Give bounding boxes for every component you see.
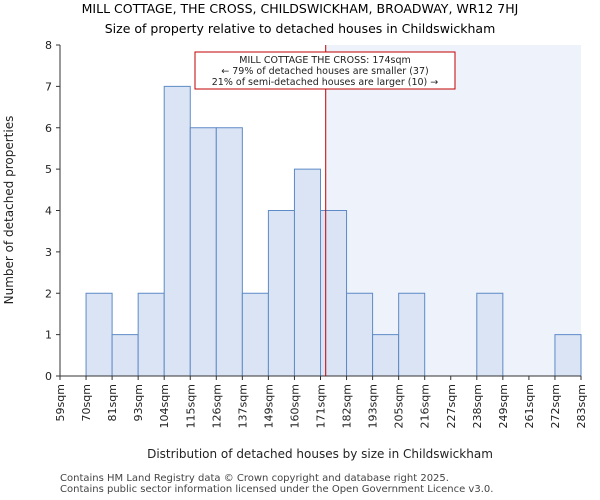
x-tick-label: 137sqm <box>236 384 249 428</box>
x-tick-label: 81sqm <box>106 384 119 421</box>
x-axis-label: Distribution of detached houses by size … <box>147 447 493 461</box>
y-tick-label: 0 <box>45 370 52 383</box>
bar-205sqm <box>398 292 426 377</box>
x-tick-label: 283sqm <box>575 384 588 428</box>
bar-81sqm <box>111 334 139 377</box>
y-tick-label: 3 <box>45 246 52 259</box>
x-tick-label: 160sqm <box>288 384 301 428</box>
annotation-line-2: ← 79% of detached houses are smaller (37… <box>221 66 428 77</box>
x-tick-label: 227sqm <box>445 384 458 428</box>
y-axis-label: Number of detached properties <box>2 116 16 305</box>
chart-subtitle: Size of property relative to detached ho… <box>105 21 496 36</box>
bar-104sqm <box>163 85 191 377</box>
x-tick-label: 261sqm <box>523 384 536 428</box>
y-tick-label: 7 <box>45 80 52 93</box>
bar-137sqm <box>241 292 269 377</box>
y-tick-label: 8 <box>45 39 52 52</box>
bar-70sqm <box>85 292 113 377</box>
y-tick-label: 5 <box>45 163 52 176</box>
x-tick-label: 115sqm <box>184 384 197 428</box>
x-tick-label: 249sqm <box>497 384 510 428</box>
x-tick-label: 216sqm <box>419 384 432 428</box>
x-tick-label: 59sqm <box>54 384 67 421</box>
chart-title: MILL COTTAGE, THE CROSS, CHILDSWICKHAM, … <box>82 1 519 16</box>
bar-149sqm <box>267 210 295 377</box>
x-tick-label: 238sqm <box>471 384 484 428</box>
annotation-line-3: 21% of semi-detached houses are larger (… <box>212 77 439 88</box>
x-tick-label: 93sqm <box>132 384 145 421</box>
x-tick-label: 149sqm <box>262 384 275 428</box>
x-tick-label: 70sqm <box>80 384 93 421</box>
y-tick-label: 2 <box>45 287 52 300</box>
annotation-box <box>194 51 456 90</box>
bar-115sqm <box>189 127 217 377</box>
footer-copyright: Contains HM Land Registry data © Crown c… <box>60 473 449 484</box>
bar-160sqm <box>293 168 322 377</box>
y-tick-label: 4 <box>45 205 52 218</box>
bar-126sqm <box>215 127 243 377</box>
x-tick-label: 205sqm <box>393 384 406 428</box>
x-tick-label: 272sqm <box>549 384 562 428</box>
annotation-line-1: MILL COTTAGE THE CROSS: 174sqm <box>239 55 410 66</box>
bar-171sqm <box>320 210 348 377</box>
bar-238sqm <box>476 292 504 377</box>
y-tick-label: 6 <box>45 122 52 135</box>
bar-272sqm <box>554 334 582 377</box>
footer-licence: Contains public sector information licen… <box>60 484 494 495</box>
x-tick-label: 104sqm <box>158 384 171 428</box>
x-tick-label: 193sqm <box>367 384 380 428</box>
bar-93sqm <box>137 292 165 377</box>
x-tick-label: 171sqm <box>315 384 328 428</box>
bar-182sqm <box>346 292 374 377</box>
bar-193sqm <box>372 334 400 377</box>
x-tick-label: 182sqm <box>341 384 354 428</box>
x-tick-label: 126sqm <box>210 384 223 428</box>
y-tick-label: 1 <box>45 329 52 342</box>
